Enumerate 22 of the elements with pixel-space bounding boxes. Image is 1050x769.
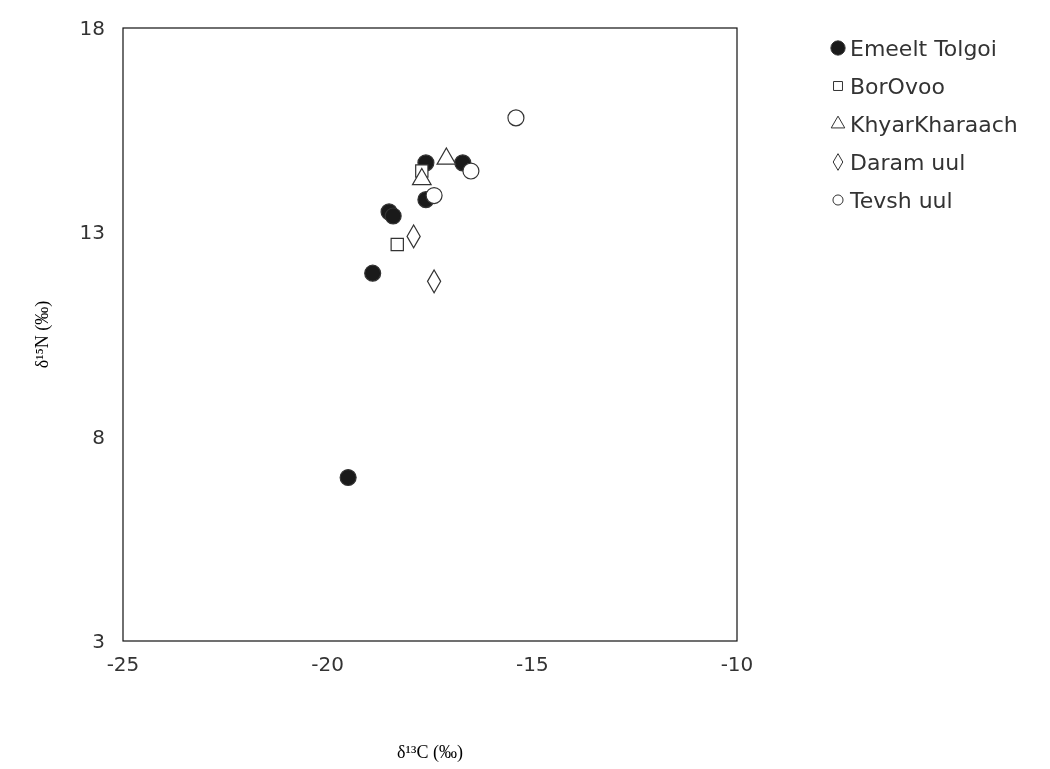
y-tick-label: 3 [92, 629, 105, 653]
legend-label: Emeelt Tolgoi [850, 36, 997, 61]
x-tick-label: -10 [720, 652, 754, 676]
x-tick-label: -20 [311, 652, 344, 676]
x-tick-label: -25 [106, 652, 140, 676]
y-tick-label: 8 [92, 424, 105, 449]
y-tick-label: 18 [79, 16, 105, 40]
legend-label: KhyarKharaach [850, 112, 1018, 137]
point [364, 264, 382, 282]
y-axis-title: δ¹⁵N (‰) [32, 300, 53, 369]
point [507, 109, 525, 127]
legend-label: BorOvoo [850, 74, 945, 99]
point [339, 468, 357, 487]
x-axis-title: δ¹³C (‰) [397, 742, 463, 763]
point [390, 237, 404, 252]
point [384, 207, 402, 225]
legend-label: Tevsh uul [849, 188, 953, 213]
point [462, 162, 480, 180]
point [425, 186, 443, 205]
x-tick-label: -15 [516, 652, 549, 676]
y-tick-label: 13 [79, 220, 105, 245]
legend-label: Daram uul [850, 150, 966, 175]
